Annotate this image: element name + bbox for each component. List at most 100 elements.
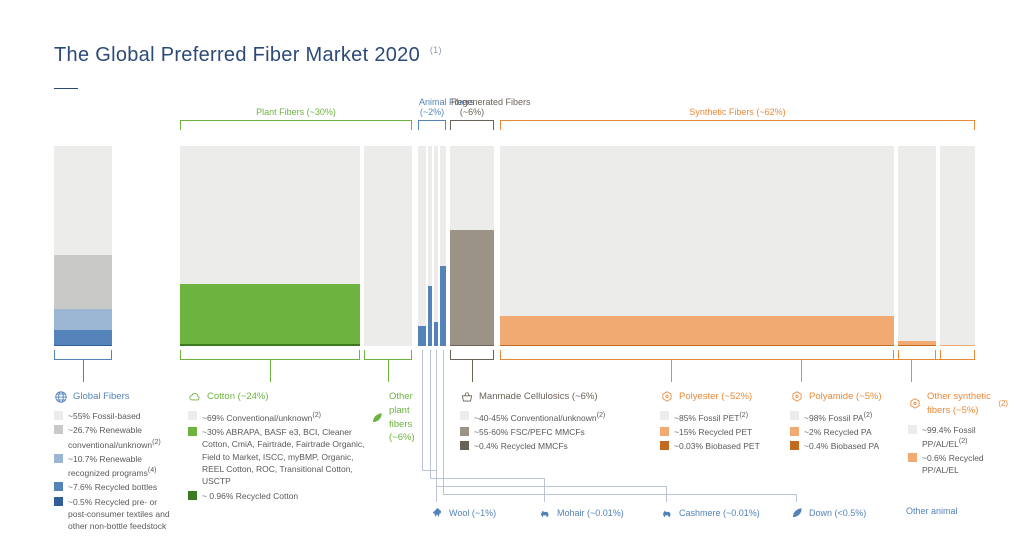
legend-item: ~55% Fossil-based [54,410,174,422]
animal-leader [796,494,797,502]
sub-bracket-mmcf [450,350,494,360]
legend-text: ~ 0.96% Recycled Cotton [202,490,298,502]
animal-leader [430,350,431,478]
animal-other: Other animal [906,506,958,516]
wool-icon [430,506,444,520]
column-mmcf [450,146,494,346]
legend-item: ~2% Recycled PA [790,426,905,438]
legend-item: ~69% Conventional/unknown(2) [188,410,368,424]
column-cotton [180,146,360,346]
legend-polyester: Polyester (~52%)~85% Fossil PET(2)~15% R… [660,390,780,455]
legend-swatch [790,427,799,436]
bracket-elbow [911,359,959,360]
title-underline [54,88,78,89]
animal-leader [430,478,544,479]
legend-swatch [460,411,469,420]
sub-bracket-other-synth [940,350,975,360]
bar-segment [54,255,112,308]
legend-item: ~0.4% Biobased PA [790,440,905,452]
legend-header-text: Cotton (~24%) [207,390,269,404]
legend-cotton: Cotton (~24%) ~69% Conventional/unknown(2… [188,390,368,504]
legend-header: Manmade Cellulosics (~6%) [460,390,610,404]
legend-text: ~69% Conventional/unknown(2) [202,410,321,424]
category-bracket: Plant Fibers (~30%) [180,120,412,130]
bar-segment [500,146,894,316]
legend-header-text: Global Fibers [73,390,130,404]
bracket-leader [388,360,389,382]
bar-segment [898,146,936,341]
legend-text: ~55% Fossil-based [68,410,141,422]
legend-text: ~30% ABRAPA, BASF e3, BCI, Cleaner Cotto… [202,426,368,488]
legend-item: ~0.03% Biobased PET [660,440,780,452]
legend-swatch [660,441,669,450]
page-title: The Global Preferred Fiber Market 2020 (… [54,44,442,67]
bar-segment [180,146,360,284]
bar-segment [180,344,360,346]
legend-text: ~40-45% Conventional/unknown(2) [474,410,605,424]
column-other-synth [940,146,975,346]
bracket-elbow [801,359,918,360]
bar-segment [428,146,432,286]
column-wool [418,146,426,346]
hex-icon [790,390,804,404]
sub-bracket-cotton [180,350,360,360]
category-label: Plant Fibers (~30%) [181,107,411,117]
cashmere-icon [660,506,674,520]
legend-text: ~0.4% Biobased PA [804,440,879,452]
legend-item: ~26.7% Renewable conventional/unknown(2) [54,424,174,450]
column-polyamide [898,146,936,346]
bar-segment [54,146,112,255]
legend-item: ~55-60% FSC/PEFC MMCFs [460,426,610,438]
bar-segment [450,345,494,346]
bar-segment [440,266,446,346]
bar-segment [364,146,412,346]
legend-item: ~15% Recycled PET [660,426,780,438]
bar-segment [434,322,438,346]
category-label: Synthetic Fibers (~62%) [501,107,974,117]
legend-text: ~0.6% Recycled PP/AL/EL [922,452,1008,477]
animal-fibers-row: Wool (~1%)Mohair (~0.01%)Cashmere (~0.01… [0,506,1024,528]
legend-header-text: Polyamide (~5%) [809,390,882,404]
bar-segment [500,316,894,346]
animal-leader [422,470,436,471]
sub-bracket-other-plant [364,350,412,360]
bracket-leader [472,360,473,382]
legend-other-synthetic: Other synthetic fibers (~5%)(2)~99.4% Fo… [908,390,1008,479]
column-other-plant [364,146,412,346]
bracket-leader [801,360,802,382]
legend-polyamide: Polyamide (~5%)~98% Fossil PA(2)~2% Recy… [790,390,905,455]
animal-leader [422,350,423,470]
legend-other-plant: Other plant fibers (~6%) [370,390,428,451]
bracket-leader [911,360,912,382]
animal-down: Down (<0.5%) [790,506,866,520]
globe-icon [54,390,68,404]
animal-leader [544,478,545,502]
legend-swatch [790,411,799,420]
animal-label: Down (<0.5%) [809,508,866,518]
legend-swatch [188,491,197,500]
hex-icon [660,390,674,404]
global-fibers-bar [54,146,112,346]
title-text: The Global Preferred Fiber Market 2020 [54,44,420,66]
legend-item: ~ 0.96% Recycled Cotton [188,490,368,502]
bracket-elbow [671,359,698,360]
animal-leader [443,350,444,494]
legend-header-text: Manmade Cellulosics (~6%) [479,390,598,404]
legend-swatch [660,427,669,436]
legend-header-text: Other synthetic fibers (~5%) [927,390,993,418]
legend-swatch [460,427,469,436]
legend-mmcf: Manmade Cellulosics (~6%) ~40-45% Convent… [460,390,610,455]
legend-item: ~99.4% Fossil PP/AL/EL(2) [908,424,1008,450]
legend-swatch [908,425,917,434]
column-mohair [428,146,432,346]
bar-segment [54,309,112,330]
legend-header-text: Polyester (~52%) [679,390,752,404]
hex-icon [908,397,922,411]
legend-header: Other plant fibers (~6%) [370,390,428,445]
cloud-icon [188,390,202,404]
legend-item: ~0.4% Recycled MMCFs [460,440,610,452]
bracket-leader [671,360,672,382]
legend-text: ~2% Recycled PA [804,426,872,438]
legend-swatch [54,425,63,434]
mohair-icon [538,506,552,520]
